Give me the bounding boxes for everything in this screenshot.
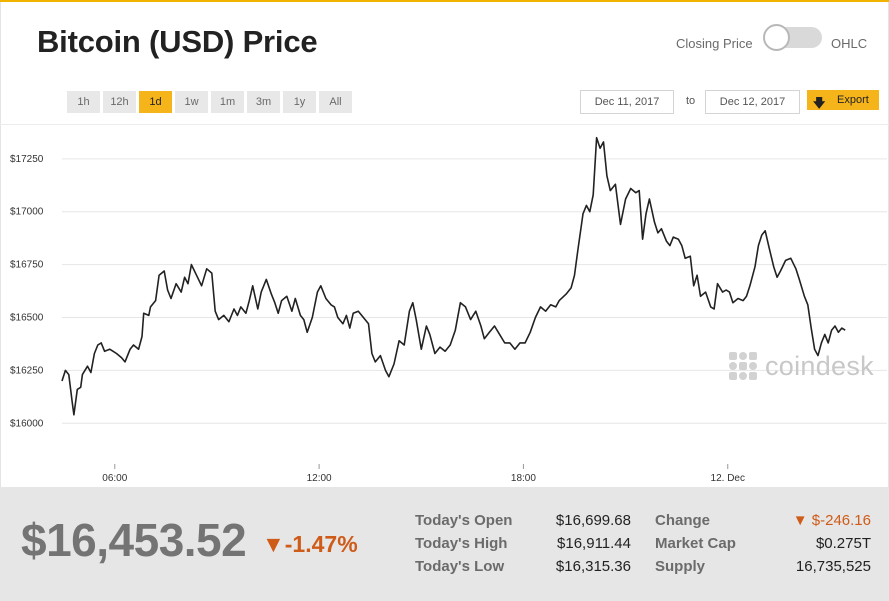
toggle-knob[interactable]	[763, 24, 790, 51]
change-percent: ▼-1.47%	[262, 531, 358, 557]
y-tick-label: $16500	[10, 313, 44, 324]
export-button[interactable]: 🡇 Export	[807, 90, 879, 110]
change-value: ▼ $-246.16	[792, 512, 871, 529]
range-button-1d[interactable]: 1d	[139, 91, 172, 113]
x-tick-label: 06:00	[102, 473, 127, 484]
change-label: Change	[655, 512, 711, 529]
range-button-3m[interactable]: 3m	[247, 91, 280, 113]
price-chart[interactable]: $16000 $16250 $16500 $16750 $17000 $17250 06:…	[0, 125, 889, 487]
closing-price-label[interactable]: Closing Price	[676, 36, 753, 51]
date-range-to-label: to	[686, 95, 696, 107]
chart-mode-toggle[interactable]	[763, 24, 822, 51]
supply-label: Supply	[655, 558, 706, 575]
range-button-1w[interactable]: 1w	[175, 91, 208, 113]
toolbar-divider	[0, 124, 889, 125]
export-label: Export	[837, 94, 869, 106]
x-tick-label: 18:00	[511, 473, 536, 484]
range-button-1m[interactable]: 1m	[211, 91, 244, 113]
supply-value: 16,735,525	[795, 558, 871, 575]
x-tick-label: 12. Dec	[711, 473, 745, 484]
range-button-1h[interactable]: 1h	[67, 91, 100, 113]
market-cap-label: Market Cap	[655, 535, 736, 552]
page-title: Bitcoin (USD) Price	[37, 24, 318, 59]
download-arrow-icon: 🡇	[813, 96, 826, 110]
x-tick-label: 12:00	[307, 473, 332, 484]
todays-open-label: Today's Open	[415, 512, 513, 529]
price-summary-panel: $16,453.52 ▼-1.47% Today's Open $16,699.…	[0, 487, 889, 601]
y-tick-label: $17250	[10, 154, 44, 165]
range-selector: 1h 12h 1d 1w 1m 3m 1y All	[67, 91, 352, 113]
y-tick-label: $16250	[10, 365, 44, 376]
coindesk-wordmark: coindesk	[765, 350, 874, 381]
current-price: $16,453.52	[21, 514, 247, 566]
market-cap-value: $0.275T	[815, 535, 871, 552]
range-button-12h[interactable]: 12h	[103, 91, 136, 113]
todays-low-value: $16,315.36	[555, 558, 631, 575]
y-tick-label: $16750	[10, 260, 44, 271]
y-tick-label: $16000	[10, 418, 44, 429]
date-from-field[interactable]: Dec 11, 2017	[580, 90, 674, 114]
todays-high-value: $16,911.44	[557, 535, 631, 552]
todays-high-label: Today's High	[415, 535, 508, 552]
todays-open-value: $16,699.68	[555, 512, 631, 529]
date-to-field[interactable]: Dec 12, 2017	[705, 90, 800, 114]
range-button-1y[interactable]: 1y	[283, 91, 316, 113]
todays-low-label: Today's Low	[415, 558, 505, 575]
y-tick-label: $17000	[10, 207, 44, 218]
ohlc-label[interactable]: OHLC	[831, 36, 868, 51]
range-button-all[interactable]: All	[319, 91, 352, 113]
coindesk-logo-icon	[729, 352, 757, 380]
top-accent-line	[0, 0, 889, 2]
coindesk-watermark: coindesk	[729, 350, 874, 382]
price-series-line	[61, 136, 846, 416]
frame-border-left	[0, 2, 1, 487]
